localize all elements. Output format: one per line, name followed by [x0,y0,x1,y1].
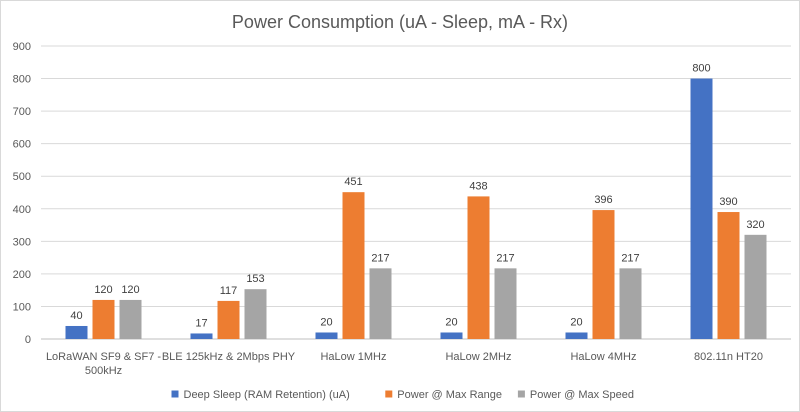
bar-series3-cat6 [744,234,767,339]
bar-series3-cat4 [494,268,517,339]
bars [65,78,767,340]
data-label-series3-cat6: 320 [746,219,764,231]
category-label-2: BLE 125kHz & 2Mbps PHY [162,351,296,363]
category-label-3: HaLow 1MHz [320,351,386,363]
legend-swatch-1 [171,390,179,398]
data-label-series2-cat2: 117 [220,285,238,297]
chart-title: Power Consumption (uA - Sleep, mA - Rx) [232,12,568,32]
bar-series1-cat6 [690,78,713,340]
data-label-series2-cat1: 120 [94,284,112,296]
legend-label-1: Deep Sleep (RAM Retention) (uA) [184,389,350,401]
bar-series2-cat6 [717,212,740,339]
bar-series3-cat5 [619,268,642,339]
bar-series2-cat5 [592,210,615,339]
data-label-series3-cat1: 120 [121,284,139,296]
data-label-series1-cat3: 20 [320,316,332,328]
bar-series1-cat4 [440,332,463,339]
bar-series1-cat2 [190,333,213,339]
bar-series2-cat3 [342,192,365,339]
y-tick-label-900: 900 [13,41,31,53]
bar-series1-cat5 [565,332,588,339]
data-label-series3-cat4: 217 [496,252,514,264]
y-tick-label-0: 0 [25,334,31,346]
data-label-series2-cat6: 390 [719,196,737,208]
y-tick-label-700: 700 [13,106,31,118]
y-tick-label-300: 300 [13,236,31,248]
y-tick-label-200: 200 [13,269,31,281]
bar-series2-cat2 [217,300,240,339]
bar-series1-cat3 [315,332,338,339]
data-label-series1-cat4: 20 [445,316,457,328]
data-label-series3-cat3: 217 [371,252,389,264]
y-tick-label-600: 600 [13,139,31,151]
bar-series1-cat1 [65,325,88,339]
y-tick-label-500: 500 [13,171,31,183]
data-label-series2-cat4: 438 [469,180,487,192]
category-label-4: HaLow 2MHz [445,351,511,363]
data-label-series1-cat2: 17 [195,317,207,329]
category-label-5: HaLow 4MHz [570,351,636,363]
category-label-6: 802.11n HT20 [694,351,763,363]
data-label-series1-cat5: 20 [570,316,582,328]
y-tick-label-100: 100 [13,301,31,313]
data-label-series2-cat3: 451 [344,176,362,188]
gridlines [41,45,791,340]
y-tick-label-800: 800 [13,74,31,86]
data-label-series1-cat6: 800 [692,63,710,75]
legend: Deep Sleep (RAM Retention) (uA) Power @ M… [171,389,634,401]
data-label-series3-cat2: 153 [246,273,264,285]
data-label-series3-cat5: 217 [621,252,639,264]
y-tick-label-400: 400 [13,204,31,216]
data-label-series1-cat1: 40 [70,310,82,322]
legend-swatch-3 [517,390,525,398]
bar-series2-cat1 [92,299,115,339]
y-axis-ticks: 0 100 200 300 400 500 600 700 800 900 [13,41,31,346]
bar-series3-cat3 [369,268,392,339]
legend-label-3: Power @ Max Speed [530,389,634,401]
category-label-1: LoRaWAN SF9 & SF7 -500kHz [46,351,161,377]
legend-label-2: Power @ Max Range [397,389,502,401]
bar-series3-cat2 [244,289,267,339]
data-label-series2-cat5: 396 [594,194,612,206]
data-labels: 40 120 120 17 117 153 20 451 217 20 438 217 20 396 217… [70,63,764,330]
bar-series2-cat4 [467,196,490,339]
bar-series3-cat1 [119,299,142,339]
legend-swatch-2 [385,390,393,398]
